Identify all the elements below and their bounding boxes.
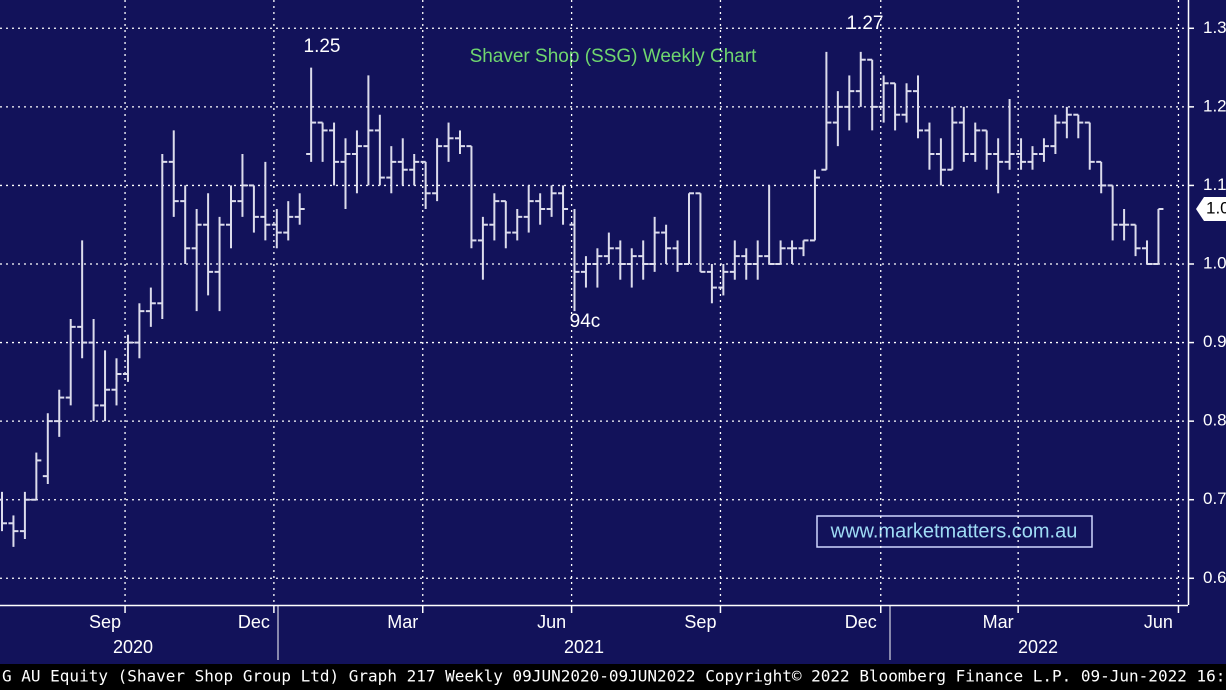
year-label: 2020: [113, 637, 153, 657]
x-tick-label: Mar: [983, 612, 1014, 632]
watermark: www.marketmatters.com.au: [830, 520, 1078, 542]
y-tick-label: 1.2: [1203, 96, 1226, 115]
x-tick-label: Dec: [238, 612, 270, 632]
year-label: 2021: [564, 637, 604, 657]
y-tick-label: 1.3: [1203, 18, 1226, 37]
y-tick-label: 1.1: [1203, 175, 1226, 194]
x-tick-label: Sep: [684, 612, 716, 632]
annotation: 1.27: [847, 13, 884, 34]
x-tick-label: Jun: [1144, 612, 1173, 632]
y-tick-label: 0.7: [1203, 489, 1226, 508]
last-price-label: 1.07: [1206, 198, 1226, 217]
x-tick-label: Mar: [387, 612, 418, 632]
year-label: 2022: [1018, 637, 1058, 657]
y-tick-label: 0.6: [1203, 568, 1226, 587]
footer-text: G AU Equity (Shaver Shop Group Ltd) Grap…: [2, 667, 1226, 686]
x-tick-label: Jun: [537, 612, 566, 632]
y-tick-label: 1.0: [1203, 253, 1226, 272]
background: [0, 0, 1226, 664]
x-tick-label: Dec: [845, 612, 877, 632]
y-tick-label: 0.9: [1203, 332, 1226, 351]
annotation: 94c: [570, 311, 601, 332]
x-tick-label: Sep: [89, 612, 121, 632]
annotation: 1.25: [304, 36, 341, 57]
watermark-box: [816, 515, 1093, 548]
chart-title: Shaver Shop (SSG) Weekly Chart: [470, 46, 758, 67]
last-price-tag: [1196, 197, 1226, 221]
y-tick-label: 0.8: [1203, 411, 1226, 430]
footer-bar: [0, 664, 1226, 690]
